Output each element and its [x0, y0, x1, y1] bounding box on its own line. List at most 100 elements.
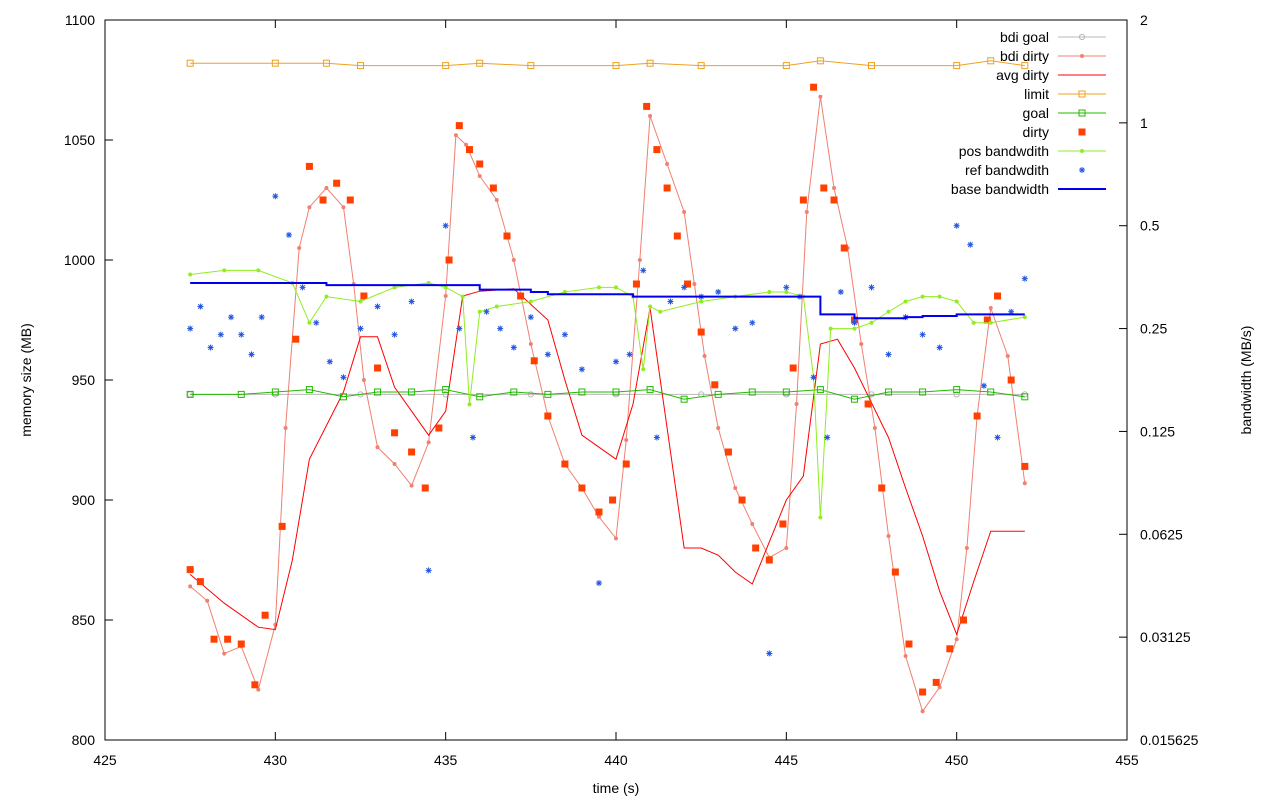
ref-bandwdith-point-stroke	[300, 284, 306, 290]
pos-bandwdith-point	[658, 309, 663, 314]
ref-bandwdith-point-stroke	[272, 193, 278, 199]
ref-bandwdith-point	[919, 331, 926, 338]
y-tick-label: 1000	[64, 252, 95, 268]
ref-bandwdith-point-stroke	[528, 314, 534, 320]
series-avg-dirty	[189, 288, 1025, 636]
pos-bandwdith-point	[358, 299, 363, 304]
dirty-point	[789, 364, 797, 372]
ref-bandwdith-point-stroke	[259, 314, 265, 320]
ref-bandwdith-point-stroke	[654, 434, 660, 441]
ref-bandwdith-point-stroke	[766, 650, 772, 656]
ref-bandwdith-point	[340, 374, 347, 381]
goal-point	[850, 395, 858, 403]
bdi-dirty-point	[784, 546, 789, 550]
ref-bandwdith-point-stroke	[824, 434, 830, 441]
y2-tick-label: 0.25	[1140, 321, 1167, 337]
goal-point	[816, 386, 824, 394]
dirty-point	[684, 280, 692, 288]
ref-bandwdith-point-stroke	[967, 242, 973, 248]
y2-tick-label: 0.015625	[1140, 732, 1199, 748]
limit-point	[1021, 62, 1029, 70]
ref-bandwdith-point-stroke	[937, 344, 943, 351]
ref-bandwdith-point	[187, 325, 194, 332]
dirty-point	[697, 328, 705, 336]
ref-bandwdith-point-stroke	[327, 359, 333, 365]
ref-bandwdith-point	[578, 366, 585, 373]
ref-bandwdith-point-stroke	[811, 374, 817, 380]
dirty-point	[973, 412, 981, 420]
goal-point	[714, 390, 722, 398]
pos-bandwdith-point	[937, 294, 942, 299]
bdi-dirty-point	[375, 445, 380, 450]
ref-bandwdith-point-stroke	[228, 314, 234, 320]
bdi-dirty-point	[297, 246, 302, 250]
ref-bandwdith-point	[207, 344, 214, 351]
pos-bandwdith-point	[767, 289, 772, 294]
ref-bandwdith-point	[561, 331, 568, 338]
legend-label-limit: limit	[1024, 86, 1049, 102]
dirty-point	[994, 292, 1002, 300]
pos-bandwdith-point	[971, 320, 976, 325]
goal-point	[919, 388, 927, 396]
ref-bandwdith-point	[749, 319, 756, 326]
bdi-dirty-point	[920, 709, 925, 714]
ref-bandwdith-point-stroke	[456, 326, 462, 332]
goal-point	[885, 388, 893, 396]
ref-bandwdith-point-stroke	[640, 267, 646, 273]
ref-bandwdith-point-stroke	[681, 284, 687, 290]
series-bdi-goal	[187, 391, 1028, 398]
bdi-dirty-point	[872, 426, 877, 430]
dirty-point	[292, 335, 300, 343]
ref-bandwdith-point	[527, 314, 534, 321]
ref-bandwdith-point-stroke	[783, 284, 789, 290]
axis-ticks: 425 430 435 440 445 450 455 800 850 900 950 1000 105…	[64, 12, 1199, 768]
pos-bandwdith-point	[852, 326, 857, 331]
limit-point	[442, 62, 450, 70]
pos-bandwdith-point	[641, 367, 646, 372]
ref-bandwdith-point-stroke	[732, 326, 738, 332]
ref-bandwdith-point	[483, 308, 490, 315]
ref-bandwdith-point-stroke	[511, 344, 517, 351]
bdi-dirty-point	[692, 282, 697, 286]
goal-point	[987, 388, 995, 396]
dirty-point	[779, 520, 787, 528]
bdi-dirty-point	[443, 294, 448, 298]
legend-label-avg-dirty: avg dirty	[996, 67, 1049, 83]
goal-point	[1021, 393, 1029, 401]
ref-bandwdith-point-stroke	[562, 332, 568, 338]
ref-bandwdith-point-stroke	[1022, 276, 1028, 282]
dirty-point	[959, 616, 967, 624]
ref-bandwdith-point-stroke	[443, 223, 449, 229]
goal-point	[271, 388, 279, 396]
series-bdi-dirty	[188, 94, 1027, 714]
dirty-point	[455, 122, 463, 130]
dirty-point	[408, 448, 416, 456]
ref-bandwdith-point	[626, 351, 633, 358]
dirty-point	[261, 611, 269, 619]
pos-bandwdith-point	[467, 402, 472, 407]
bdi-dirty-point	[859, 342, 864, 346]
ref-bandwdith-point	[228, 314, 235, 321]
limit-point	[322, 59, 330, 67]
dirty-point	[186, 566, 194, 574]
pos-bandwdith-point	[562, 289, 567, 294]
goal-point	[612, 388, 620, 396]
ref-bandwdith-point-stroke	[994, 434, 1001, 441]
goal-point	[578, 388, 586, 396]
pos-bandwdith-point	[477, 309, 482, 314]
bdi-dirty-point	[733, 486, 738, 490]
bdi-dirty-point	[324, 186, 329, 190]
dirty-point	[840, 244, 848, 252]
ref-bandwdith-point-stroke	[497, 326, 503, 332]
goal-point	[476, 393, 484, 401]
ref-bandwdith-point	[285, 231, 292, 238]
bdi-dirty-point	[954, 637, 959, 642]
limit-point	[782, 62, 790, 70]
dirty-point	[561, 460, 569, 468]
legend-marker-dirty	[1078, 128, 1086, 136]
bdi-dirty-point	[665, 162, 670, 166]
dirty-point	[346, 196, 354, 204]
legend-label-ref-bandwdith: ref bandwdith	[965, 162, 1049, 178]
bdi-dirty-point	[283, 426, 288, 430]
bdi-dirty-point	[361, 378, 366, 382]
